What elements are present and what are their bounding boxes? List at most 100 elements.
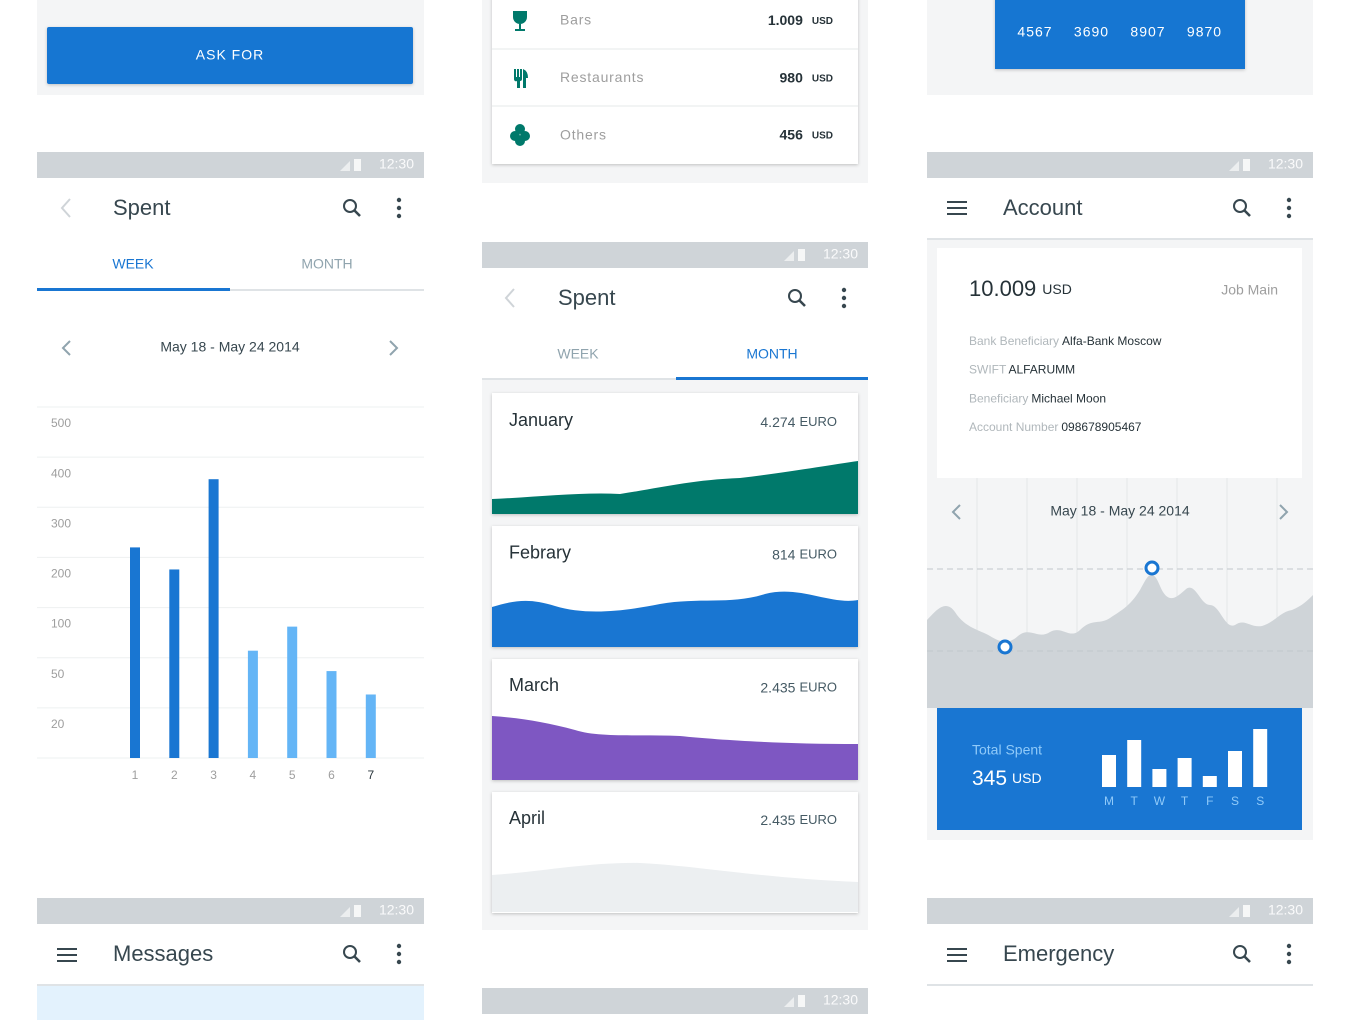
y-tick-label: 100 — [51, 617, 71, 631]
x-tick-label: 2 — [171, 768, 178, 782]
divider — [37, 984, 424, 986]
amount: 980 — [780, 69, 804, 85]
x-tick-label: 4 — [250, 768, 257, 782]
expense-card — [492, 0, 858, 164]
button-label[interactable]: ASK FOR — [196, 47, 264, 63]
x-tick-label: 3 — [210, 768, 217, 782]
menu-button[interactable] — [946, 948, 968, 962]
back-button[interactable] — [505, 288, 515, 308]
next-button[interactable] — [389, 340, 398, 356]
currency: USD — [812, 16, 833, 27]
bar — [1228, 751, 1242, 787]
y-tick-label: 400 — [51, 466, 71, 480]
amount: 2.435 — [760, 679, 795, 695]
screen-title: Spent — [113, 195, 171, 220]
balance: 10.009 USD — [969, 276, 1072, 301]
detail-row: SWIFT ALFARUMM — [969, 363, 1075, 377]
search-button[interactable] — [1232, 198, 1252, 218]
month-name: April — [509, 808, 545, 828]
bar-chart: 20 50 100 200 300 400 500 1 2 3 4 5 6 7 — [37, 406, 424, 782]
month-amount: 814 EURO — [772, 546, 837, 562]
menu-button[interactable] — [56, 948, 78, 962]
search-button[interactable] — [342, 198, 362, 218]
expense-amount: 1.009 USD — [768, 12, 833, 28]
tab[interactable]: WEEK — [557, 346, 599, 362]
detail-value: 098678905467 — [1061, 420, 1141, 434]
x-tick-label: 5 — [289, 768, 296, 782]
card-digits: 4567 — [1017, 24, 1052, 40]
tab[interactable]: MONTH — [301, 256, 352, 272]
more-button[interactable] — [1286, 197, 1292, 219]
tab[interactable]: MONTH — [746, 346, 797, 362]
bank-card[interactable] — [995, 0, 1245, 69]
search-button[interactable] — [342, 944, 362, 964]
total: 345 USD — [972, 767, 1042, 790]
marker[interactable] — [1144, 560, 1160, 576]
month-name: January — [509, 410, 573, 430]
x-tick-label: W — [1154, 794, 1166, 808]
search-button[interactable] — [787, 288, 807, 308]
category-icons — [510, 11, 530, 146]
ask-button[interactable] — [47, 27, 413, 84]
search-button[interactable] — [1232, 944, 1252, 964]
card-digits: 9870 — [1187, 24, 1222, 40]
bar — [1127, 740, 1142, 787]
y-tick-label: 20 — [51, 717, 65, 731]
status-bar — [927, 152, 1313, 178]
amount: 1.009 — [768, 12, 803, 28]
expense-label: Others — [560, 126, 607, 142]
message-item[interactable] — [37, 986, 424, 1020]
expense-list: Bars 1.009 USD Restaurants 980 USD Others 456 US… — [560, 12, 833, 143]
amount: 814 — [772, 546, 796, 562]
bar — [247, 650, 258, 758]
detail-label: Bank Beneficiary — [969, 334, 1059, 348]
more-button[interactable] — [396, 943, 402, 965]
y-tick-label: 300 — [51, 516, 71, 530]
month-amount: 2.435 EURO — [760, 812, 837, 828]
prev-button[interactable] — [62, 340, 71, 356]
x-tick-label: F — [1206, 794, 1213, 808]
month-amount: 4.274 EURO — [760, 414, 837, 430]
currency: USD — [812, 130, 833, 141]
month-amount: 2.435 EURO — [760, 679, 837, 695]
account-card — [937, 248, 1302, 478]
status-time: 12:30 — [1268, 156, 1303, 172]
date-range: May 18 - May 24 2014 — [160, 339, 300, 355]
detail-value: ALFARUMM — [1008, 363, 1075, 377]
bar — [1152, 769, 1167, 787]
tab-divider — [482, 378, 868, 380]
expense-amount: 456 USD — [780, 126, 833, 142]
detail-label: SWIFT — [969, 363, 1007, 377]
y-tick-label: 200 — [51, 567, 71, 581]
detail-label: Beneficiary — [969, 392, 1028, 406]
x-tick-label: S — [1256, 794, 1264, 808]
menu-button[interactable] — [946, 201, 968, 215]
divider — [927, 984, 1313, 986]
card-digits: 8907 — [1130, 24, 1165, 40]
marker[interactable] — [997, 639, 1013, 655]
status-bar — [927, 898, 1313, 924]
account-details: Bank Beneficiary Alfa-Bank Moscow SWIFT ALF… — [969, 334, 1162, 434]
bar — [365, 694, 376, 758]
status-time: 12:30 — [823, 246, 858, 262]
currency: EURO — [799, 547, 837, 562]
x-tick-label: 7 — [367, 768, 374, 782]
detail-row: Account Number 098678905467 — [969, 420, 1142, 434]
tab[interactable]: WEEK — [112, 256, 154, 272]
more-button[interactable] — [1286, 943, 1292, 965]
card-digits: 3690 — [1074, 24, 1109, 40]
status-bar — [37, 152, 424, 178]
status-time: 12:30 — [823, 992, 858, 1008]
back-button[interactable] — [61, 198, 71, 218]
detail-label: Account Number — [969, 420, 1058, 434]
more-button[interactable] — [841, 287, 847, 309]
tab-indicator — [676, 377, 868, 380]
more-button[interactable] — [396, 197, 402, 219]
bar — [1253, 729, 1268, 787]
bar — [1102, 755, 1116, 787]
x-tick-label: 1 — [132, 768, 139, 782]
bar — [1177, 758, 1192, 787]
month-cards — [492, 393, 858, 913]
